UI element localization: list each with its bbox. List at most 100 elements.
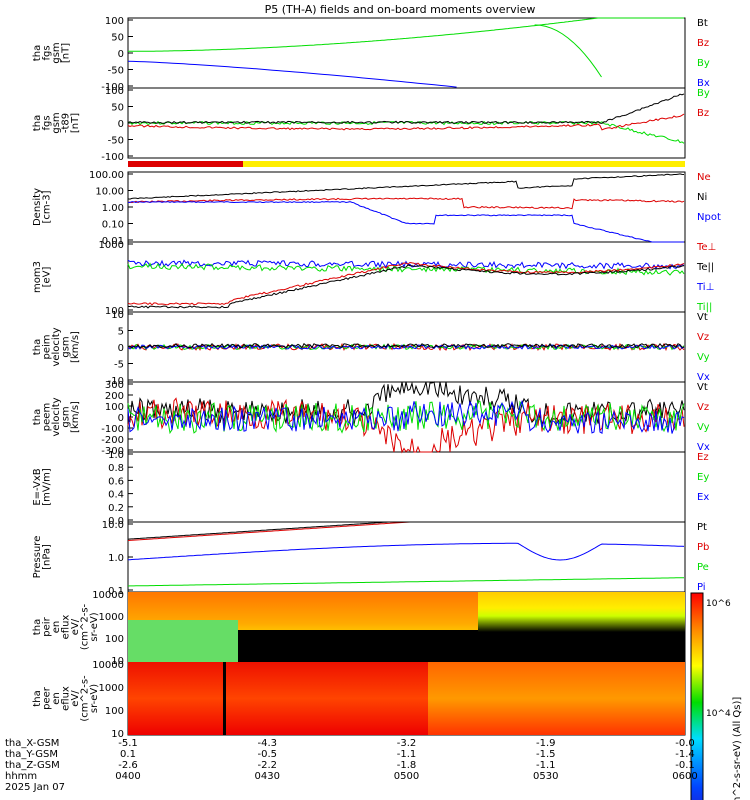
y-axis-label: velocity	[51, 327, 62, 366]
series-peem-Vx	[127, 399, 685, 435]
x-row-label: tha_Z-GSM	[5, 760, 60, 771]
y-tick-label: 1.0	[108, 450, 124, 461]
y-axis-label: E=-VxB	[32, 468, 43, 505]
series-Pt	[127, 521, 684, 540]
y-axis-label: [eV]	[42, 267, 53, 288]
panels: 100500-50-100thafgsgsm[nT]BtBzByBx100500…	[32, 16, 721, 740]
y-axis-label: tha	[32, 339, 43, 355]
y-tick-label: -5	[114, 360, 124, 371]
y-tick-label: 100	[105, 86, 124, 97]
y-axis-label: Pressure	[32, 536, 43, 579]
series-Npot	[127, 201, 684, 243]
x-tick-label: -0.0	[675, 738, 695, 749]
x-tick-label: 0430	[255, 771, 280, 782]
y-tick-label: -10	[108, 376, 124, 387]
y-axis-label: Density	[32, 188, 43, 226]
ion-spectrogram-late	[478, 592, 685, 632]
ion-spectrogram-gap	[238, 630, 685, 662]
y-axis-label: tha	[32, 619, 43, 635]
y-axis-label: en	[51, 692, 62, 705]
y-tick-label: 50	[111, 33, 124, 44]
x-tick-label: -1.1	[536, 760, 556, 771]
y-axis-label: eV/	[70, 618, 81, 635]
y-tick-label: 10000	[92, 590, 124, 601]
y-axis-label: [mV/m]	[42, 468, 53, 506]
y-tick-label: -100	[101, 424, 124, 435]
y-axis-label: [km/s]	[70, 401, 81, 433]
x-axis-labels: tha_X-GSM -5.1 -4.3 -3.2 -1.9 -0.0 tha_Y-GSM 0.…	[5, 738, 698, 793]
y-axis-label: [nT]	[61, 43, 72, 63]
x-tick-label: 0400	[115, 771, 140, 782]
y-axis-label: tha	[32, 115, 43, 131]
y-tick-label: 10	[111, 310, 124, 321]
x-tick-label: -1.5	[536, 749, 556, 760]
x-row-label: hhmm	[5, 771, 37, 782]
panel-frame	[127, 17, 686, 89]
y-axis-label: fgs	[42, 45, 53, 60]
series-Ti-perp	[127, 259, 685, 270]
legend-Vt: Vt	[697, 312, 708, 323]
legend-By: By	[697, 58, 710, 69]
colorbar: [eV/(cm^2-s-sr-eV) (All Qs)]	[690, 592, 743, 800]
colorbar-tick: 10^6	[706, 599, 731, 609]
y-tick-label: 100	[105, 634, 124, 645]
y-axis-label: gsm	[51, 112, 62, 133]
series-Pb	[127, 521, 684, 541]
electron-spectrogram-late	[428, 662, 685, 735]
legend-By: By	[697, 88, 710, 99]
y-tick-label: 0.10	[102, 220, 124, 231]
y-tick-label: -100	[101, 152, 124, 163]
legend-Ni: Ni	[697, 192, 707, 203]
mode-bar-fast	[243, 161, 685, 167]
series-By-t89	[127, 120, 685, 144]
legend-Bz: Bz	[697, 108, 709, 119]
y-tick-label: 1000	[99, 240, 124, 251]
series-Ni	[127, 173, 685, 200]
legend-Te||: Te||	[696, 262, 714, 273]
y-axis-label: (cm^2-s-	[80, 603, 91, 650]
legend-Ti||: Ti||	[696, 302, 712, 313]
series-Pi	[127, 542, 685, 561]
colorbar-gradient	[690, 592, 704, 800]
legend-Bz: Bz	[697, 38, 709, 49]
y-tick-label: 1000	[99, 612, 124, 623]
mode-bar-slow	[128, 161, 243, 167]
y-axis-label: peer	[42, 686, 53, 710]
series-Ti-par	[127, 262, 685, 276]
y-axis-label: peim	[42, 334, 53, 359]
x-tick-label: -0.1	[675, 760, 695, 771]
y-tick-label: 100	[105, 706, 124, 717]
y-axis-label: [nPa]	[42, 544, 53, 570]
series-peem-Vz	[127, 397, 685, 454]
y-tick-label: 0.1	[108, 586, 124, 597]
x-tick-label: -1.9	[536, 738, 556, 749]
panel-frame	[127, 451, 686, 523]
y-axis-label: tha	[32, 45, 43, 61]
series-Te-par	[128, 264, 685, 309]
y-tick-label: 10	[111, 656, 124, 667]
y-axis-label: peem	[42, 403, 53, 431]
y-axis-label: mom3	[32, 261, 43, 293]
legend-Vz: Vz	[697, 402, 709, 413]
x-tick-label: -1.8	[397, 760, 417, 771]
y-tick-label: 100.00	[89, 170, 124, 181]
legend-Pe: Pe	[697, 562, 709, 573]
panel-frame	[127, 171, 686, 243]
x-tick-label: -2.2	[257, 760, 277, 771]
colorbar-tick: 10^4	[706, 709, 731, 719]
x-tick-label: -3.2	[397, 738, 417, 749]
y-tick-label: 1.00	[102, 203, 124, 214]
y-tick-label: 0	[118, 413, 124, 424]
legend-Ez: Ez	[697, 452, 709, 463]
y-axis-label: gsm	[51, 42, 62, 63]
y-axis-label: sr-eV)	[89, 612, 100, 641]
x-tick-label: 0500	[394, 771, 419, 782]
x-tick-label: -1.1	[397, 749, 417, 760]
series-Bt-t89	[127, 93, 685, 124]
series-By	[128, 17, 684, 52]
y-axis-label: gsm	[61, 336, 72, 357]
series-peim-Vt	[127, 342, 685, 349]
y-axis-label: sr-eV)	[89, 684, 100, 713]
series-Bz-t89	[127, 113, 685, 131]
